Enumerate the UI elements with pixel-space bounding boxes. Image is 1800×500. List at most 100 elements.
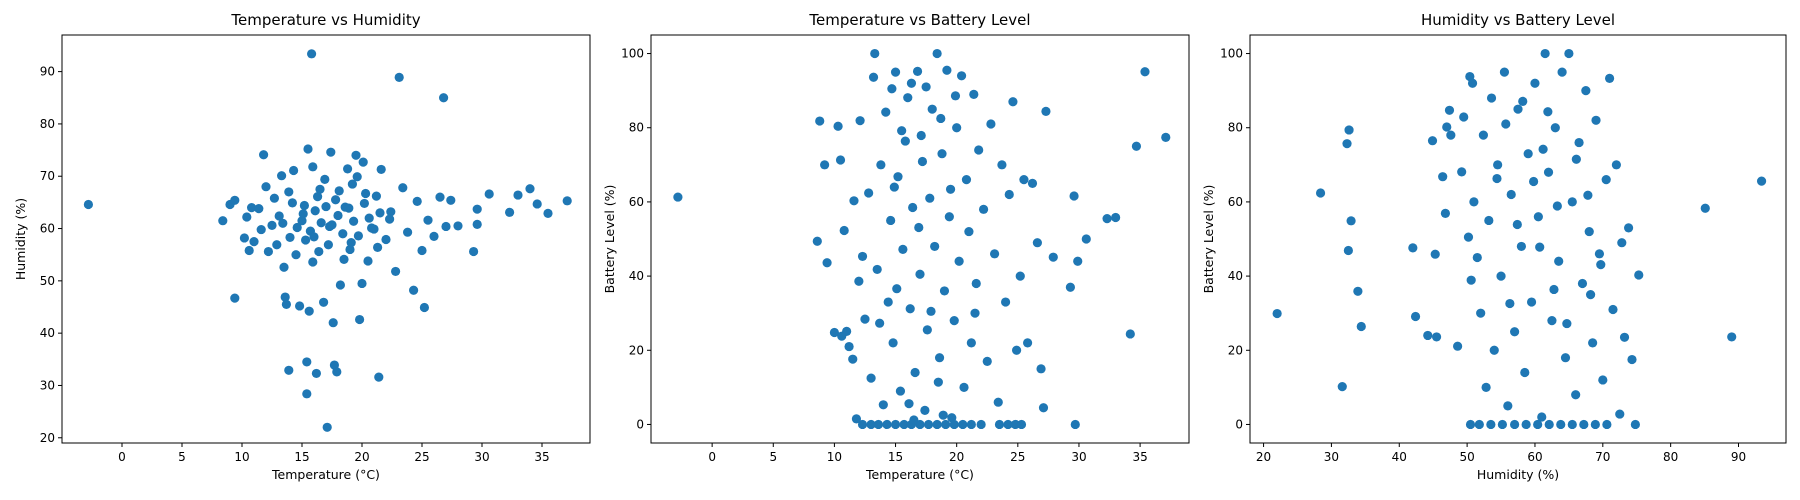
- scatter-point: [1111, 212, 1121, 223]
- scatter-point: [989, 249, 1000, 259]
- x-tick-label: 0: [118, 450, 126, 464]
- x-axis-label: Temperature (°C): [865, 467, 974, 482]
- scatter-point: [374, 372, 384, 382]
- scatter-point: [820, 160, 830, 170]
- scatter-point: [956, 71, 967, 81]
- scatter-point: [334, 186, 344, 196]
- scatter-point: [1453, 341, 1463, 351]
- scatter-point: [1003, 419, 1013, 430]
- scatter-point: [328, 318, 338, 328]
- scatter-point: [562, 196, 572, 206]
- scatter-point: [860, 314, 870, 324]
- x-tick-label: 20: [354, 450, 369, 464]
- scatter-point: [912, 66, 923, 76]
- scatter-point: [993, 397, 1003, 407]
- scatter-point: [327, 220, 337, 230]
- scatter-point: [1634, 270, 1644, 280]
- scatter-point: [966, 338, 976, 348]
- scatter-point: [1571, 154, 1581, 164]
- scatter-point: [941, 419, 951, 430]
- scatter-point: [1513, 104, 1523, 114]
- x-axis-label: Temperature (°C): [271, 467, 380, 482]
- y-tick-label: 60: [40, 222, 55, 236]
- scatter-point: [307, 49, 317, 59]
- scatter-point: [1516, 241, 1526, 252]
- scatter-point: [1032, 238, 1042, 248]
- scatter-point: [313, 192, 323, 202]
- scatter-point: [394, 72, 404, 82]
- scatter-point: [308, 257, 318, 267]
- scatter-point: [277, 171, 287, 181]
- scatter-point: [1537, 412, 1547, 422]
- scatter-point: [1497, 419, 1507, 430]
- scatter-point: [344, 203, 354, 213]
- plot-frame: [1249, 34, 1787, 444]
- scatter-point: [866, 373, 876, 383]
- scatter-point: [1506, 189, 1516, 200]
- scatter-point: [256, 224, 266, 235]
- scatter-point: [321, 201, 331, 212]
- scatter-points: [83, 49, 572, 432]
- scatter-point: [1438, 172, 1448, 182]
- scatter-point: [1549, 284, 1559, 295]
- scatter-point: [842, 326, 852, 336]
- scatter-point: [230, 195, 240, 205]
- scatter-point: [1533, 212, 1543, 222]
- scatter-point: [472, 219, 482, 229]
- scatter-point: [1004, 189, 1014, 200]
- y-tick-label: 20: [40, 431, 55, 445]
- scatter-point: [923, 419, 934, 430]
- scatter-point: [848, 354, 858, 364]
- scatter-point: [1161, 132, 1171, 142]
- scatter-point: [1596, 259, 1606, 270]
- scatter-point: [446, 195, 456, 205]
- scatter-point: [849, 196, 859, 206]
- y-tick-label: 60: [1228, 195, 1243, 209]
- scatter-point: [1538, 144, 1548, 154]
- scatter-point: [892, 284, 902, 294]
- x-tick-label: 0: [708, 450, 716, 464]
- scatter-point: [1016, 419, 1027, 430]
- scatter-point: [888, 338, 898, 348]
- x-tick-label: 30: [1071, 450, 1086, 464]
- scatter-point: [986, 119, 996, 129]
- scatter-point: [1617, 238, 1627, 248]
- scatter-point: [339, 254, 349, 264]
- scatter-point: [1102, 214, 1112, 224]
- x-tick-label: 10: [827, 450, 842, 464]
- scatter-point: [933, 377, 943, 387]
- scatter-point: [1501, 119, 1511, 129]
- scatter-point: [469, 246, 479, 257]
- scatter-point: [961, 175, 972, 185]
- scatter-point: [398, 183, 408, 193]
- scatter-point: [1529, 176, 1539, 187]
- scatter-points: [673, 48, 1171, 430]
- scatter-point: [326, 147, 336, 157]
- scatter-point: [1604, 73, 1615, 83]
- scatter-point: [970, 308, 980, 318]
- scatter-point: [976, 419, 986, 430]
- scatter-point: [332, 367, 342, 377]
- scatter-point: [1008, 97, 1018, 107]
- scatter-point: [1608, 304, 1618, 315]
- scatter-point: [1503, 401, 1513, 411]
- y-tick-label: 70: [40, 169, 55, 183]
- scatter-point: [1423, 330, 1433, 341]
- scatter-point: [878, 400, 888, 410]
- scatter-point: [1140, 67, 1150, 77]
- scatter-point: [1015, 271, 1025, 281]
- chart-title: Humidity vs Battery Level: [1421, 11, 1615, 29]
- scatter-point: [904, 399, 914, 409]
- scatter-point: [917, 156, 928, 167]
- scatter-point: [966, 419, 976, 430]
- scatter-point: [934, 353, 945, 363]
- scatter-point: [835, 155, 846, 165]
- scatter-point: [1427, 136, 1438, 146]
- scatter-point: [385, 214, 395, 224]
- scatter-point: [295, 301, 305, 311]
- scatter-point: [1011, 345, 1022, 355]
- scatter-point: [1036, 364, 1046, 374]
- x-tick-label: 5: [769, 450, 777, 464]
- scatter-point: [900, 136, 910, 146]
- scatter-point: [484, 189, 494, 199]
